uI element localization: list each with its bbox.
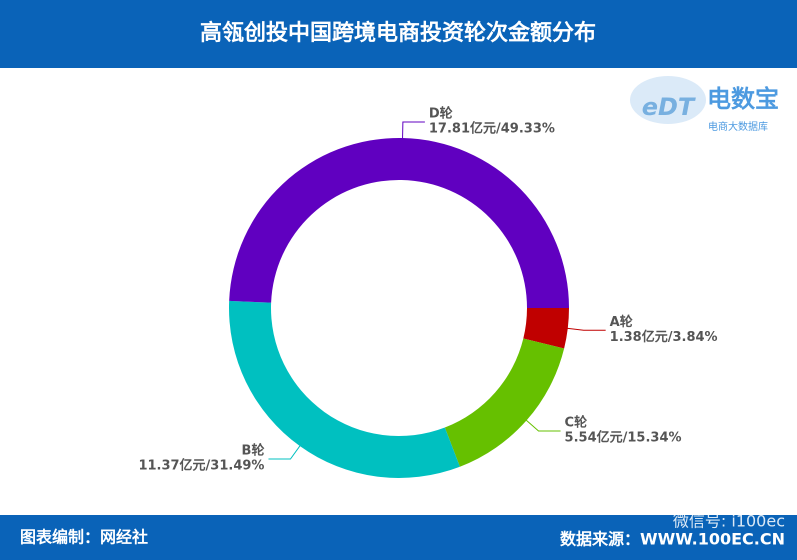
watermark: 微信号: i100ec xyxy=(673,512,785,531)
donut-slice xyxy=(229,138,569,308)
donut-slice xyxy=(229,300,460,479)
slice-label: C轮 xyxy=(565,414,588,430)
value-label: 1.38亿元/3.84% xyxy=(610,329,718,345)
logo-cloud xyxy=(630,76,706,124)
donut-slice xyxy=(523,308,569,349)
footer-bar xyxy=(0,515,797,560)
slice-label: A轮 xyxy=(610,314,633,330)
leader-line xyxy=(565,327,606,331)
value-label: 5.54亿元/15.34% xyxy=(565,429,682,445)
logo-name: 电数宝 xyxy=(707,85,779,113)
logo: eDT 电数宝 电商大数据库 xyxy=(630,76,779,133)
header-bar xyxy=(0,0,797,68)
chart-title: 高瓴创投中国跨境电商投资轮次金额分布 xyxy=(200,20,596,46)
value-label: 17.81亿元/49.33% xyxy=(429,121,555,137)
footer-left: 图表编制：网经社 xyxy=(20,528,148,547)
slice-label: D轮 xyxy=(429,106,453,122)
leader-line xyxy=(524,418,561,432)
logo-subtitle: 电商大数据库 xyxy=(708,120,768,133)
leader-line xyxy=(402,121,425,141)
slice-label: B轮 xyxy=(242,443,265,459)
plot: A轮1.38亿元/3.84% C轮5.54亿元/15.34% B轮11.37亿元/3… xyxy=(138,106,718,479)
donut-slice xyxy=(444,338,565,467)
leader-line xyxy=(268,444,302,460)
logo-mark: eDT xyxy=(642,93,696,121)
value-label: 11.37亿元/31.49% xyxy=(138,458,264,474)
footer-right: 数据来源：WWW.100EC.CN xyxy=(560,530,785,549)
